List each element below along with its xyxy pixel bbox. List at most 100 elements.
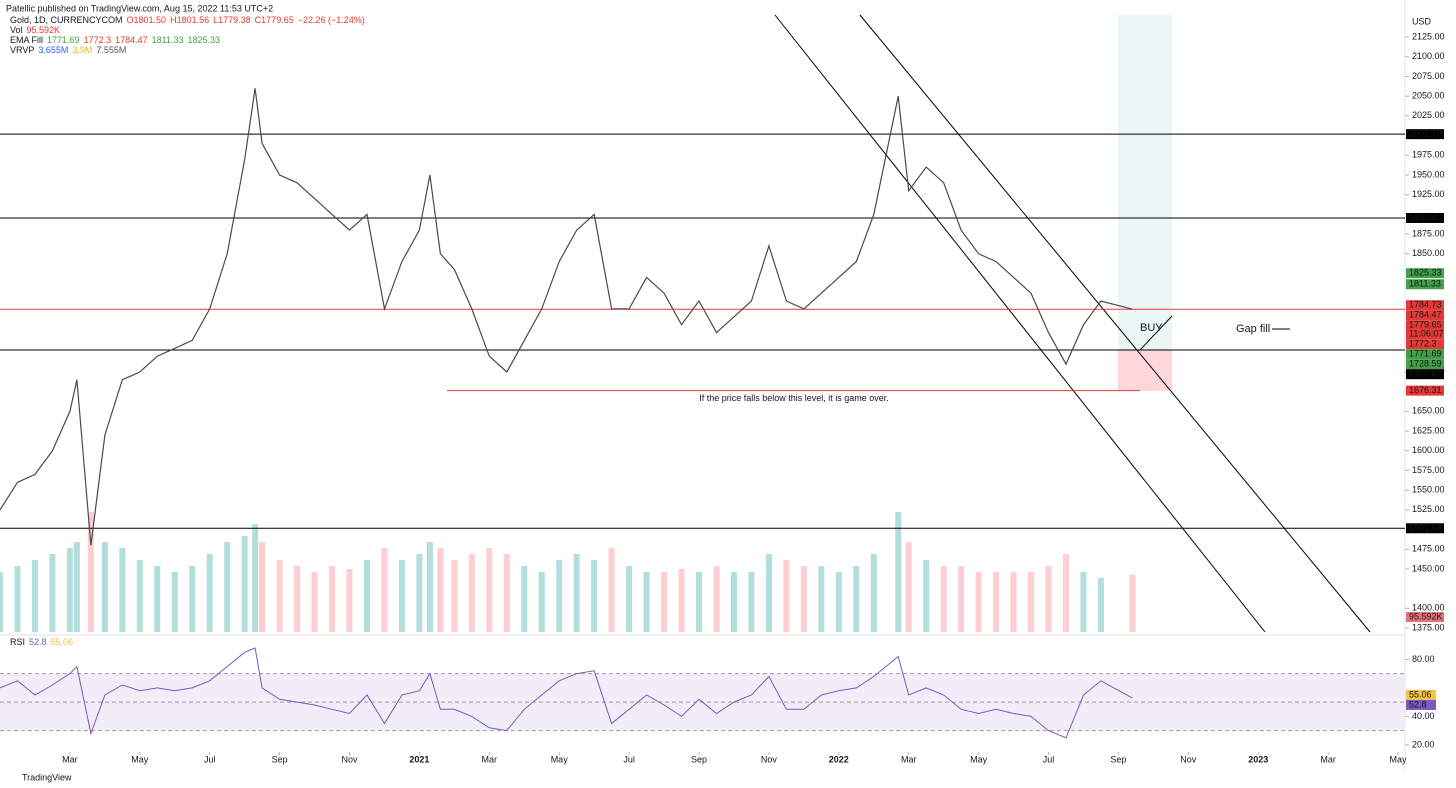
y-tick-label: 1550.00 <box>1412 485 1445 495</box>
price-label: 1825.33 <box>1409 268 1442 278</box>
price-label: 1676.31 <box>1409 385 1442 395</box>
x-tick-label: Mar <box>482 754 498 764</box>
x-tick-label: 2023 <box>1248 754 1268 764</box>
rsi-ma-label: 55.06 <box>1409 689 1432 699</box>
volume-bar <box>975 572 982 632</box>
channel-line <box>859 14 1371 633</box>
y-tick-label: 1650.00 <box>1412 406 1445 416</box>
volume-bar <box>1129 574 1136 632</box>
volume-bar <box>241 536 248 632</box>
volume-bar <box>923 560 930 632</box>
x-tick-label: Sep <box>1110 754 1126 764</box>
volume-bar <box>426 542 433 632</box>
volume-bar <box>276 560 283 632</box>
volume-bar <box>294 566 301 632</box>
legend-value: 1784.47 <box>115 35 148 45</box>
legend-line: Vol 95.592K <box>10 25 60 35</box>
price-label-box <box>1406 385 1444 396</box>
volume-bar <box>538 572 545 632</box>
y-tick-label: 2025.00 <box>1412 110 1445 120</box>
volume-bar <box>591 560 598 632</box>
price-label-box <box>1406 523 1444 534</box>
volume-bar <box>346 569 353 632</box>
x-tick-label: Mar <box>62 754 78 764</box>
x-tick-label: Jul <box>623 754 635 764</box>
y-tick-label: 1975.00 <box>1412 150 1445 160</box>
price-label-box <box>1406 310 1444 321</box>
volume-bar <box>1062 554 1069 632</box>
volume-bar <box>1028 572 1035 632</box>
price-label: 2001.79 <box>1409 129 1442 139</box>
rsi-tick-label: 40.00 <box>1412 711 1435 721</box>
volume-bar <box>573 554 580 632</box>
volume-bar <box>1097 578 1104 632</box>
volume-bar <box>329 566 336 632</box>
y-tick-label: 1450.00 <box>1412 563 1445 573</box>
volume-bar <box>678 569 685 632</box>
y-tick-label: 1575.00 <box>1412 465 1445 475</box>
arrow <box>1139 315 1173 351</box>
legend-value: 1811.33 <box>152 35 184 45</box>
volume-label: 95.592K <box>1409 611 1443 621</box>
x-tick-label: Jul <box>1043 754 1055 764</box>
x-tick-label: Nov <box>341 754 358 764</box>
price-label: 1784.47 <box>1409 310 1442 320</box>
volume-bar <box>0 572 3 632</box>
volume-bar <box>853 566 860 632</box>
price-label: 1727.87 <box>1409 369 1442 379</box>
price-label-box <box>1406 339 1444 350</box>
volume-bar <box>835 572 842 632</box>
legend-line: Gold, 1D, CURRENCYCOM O1801.50 H1801.56 L17… <box>10 15 365 25</box>
price-label: 1771.69 <box>1409 349 1442 359</box>
volume-bar <box>608 548 615 632</box>
countdown: 11:06:07 <box>1409 329 1443 339</box>
price-label-box <box>1406 349 1444 360</box>
price-label-box <box>1406 369 1444 380</box>
volume-bar <box>958 566 965 632</box>
volume-bar <box>101 542 108 632</box>
volume-bar <box>696 572 703 632</box>
legend-line: EMA Fill 1771.69 1772.3 1784.47 1811.33 1825.… <box>10 35 220 45</box>
legend-value: 95.592K <box>27 25 61 35</box>
legend-value: 1771.69 <box>47 35 80 45</box>
volume-bar <box>87 512 94 632</box>
legend-name: EMA Fill <box>10 35 43 45</box>
rsi-line <box>0 647 1133 739</box>
legend-line: VRVP 3.655M 3.9M 7.555M <box>10 45 126 55</box>
volume-bar <box>818 566 825 632</box>
volume-bar <box>468 554 475 632</box>
volume-bar <box>73 542 80 632</box>
volume-bar <box>765 554 772 632</box>
volume-bar <box>136 560 143 632</box>
legend-value: H1801.56 <box>170 15 209 25</box>
volume-bar <box>486 548 493 632</box>
volume-bar <box>14 566 21 632</box>
y-tick-label: 1950.00 <box>1412 169 1445 179</box>
rsi-legend-item: 55.06 <box>51 637 74 647</box>
x-tick-label: 2021 <box>409 754 429 764</box>
legend-value: O1801.50 <box>127 15 167 25</box>
x-tick-label: Mar <box>901 754 917 764</box>
x-tick-label: Sep <box>272 754 288 764</box>
volume-bar <box>895 512 902 632</box>
legend-value: L1779.38 <box>213 15 251 25</box>
y-tick-label: 1925.00 <box>1412 189 1445 199</box>
y-tick-label: 1600.00 <box>1412 445 1445 455</box>
legend-value: 7.555M <box>96 45 126 55</box>
volume-bar <box>259 542 266 632</box>
axis-unit: USD <box>1412 16 1432 26</box>
volume-bar <box>1010 572 1017 632</box>
volume-bar <box>800 566 807 632</box>
channel-line <box>774 14 1266 633</box>
volume-bar <box>993 572 1000 632</box>
price-label-box <box>1406 320 1444 340</box>
x-tick-label: Mar <box>1320 754 1336 764</box>
volume-bar <box>154 566 161 632</box>
y-tick-label: 1375.00 <box>1412 622 1445 632</box>
y-tick-label: 2050.00 <box>1412 91 1445 101</box>
price-label-box <box>1406 359 1444 370</box>
volume-bar <box>713 566 720 632</box>
volume-bar <box>661 572 668 632</box>
volume-bar <box>189 566 196 632</box>
